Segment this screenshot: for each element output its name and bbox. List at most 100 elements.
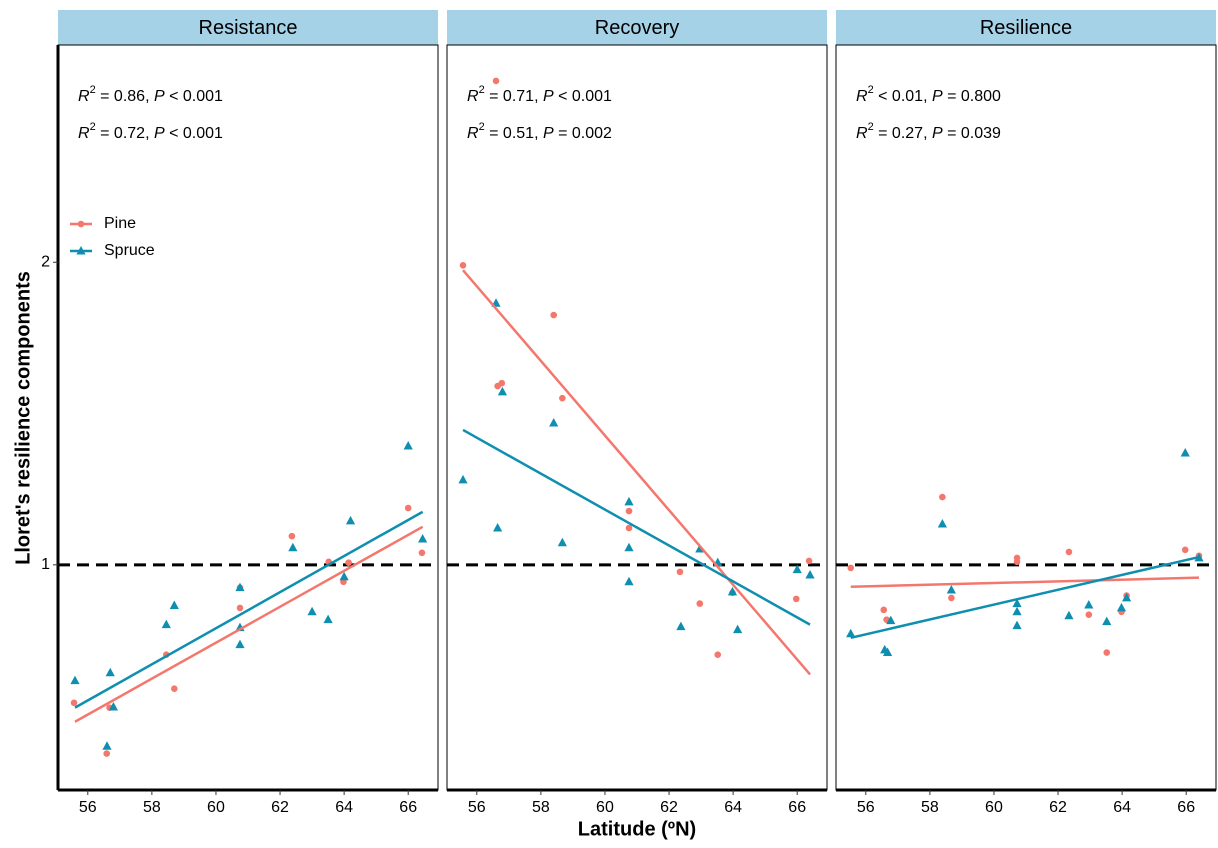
annotation-part: < 0.001 [165,125,223,142]
x-tick-label: 64 [724,799,742,816]
point [70,699,78,707]
point [171,685,178,692]
fit-line [74,510,424,709]
point [1180,448,1190,457]
annotation-part: P [932,125,943,142]
point [235,639,245,649]
point [624,542,634,552]
fit-line [462,428,811,626]
annotation-part: 2 [868,121,874,133]
point [493,523,503,532]
point [105,667,115,677]
fit-line [850,576,1200,589]
point [418,533,428,543]
point [559,394,566,402]
point [805,569,815,579]
point [846,628,856,638]
point [1102,616,1112,626]
point [1065,548,1073,556]
point [847,564,855,572]
point [805,557,813,565]
point [1012,598,1022,608]
x-tick-label: 58 [921,799,939,816]
point [792,595,800,603]
point [557,537,567,547]
x-tick-label: 66 [788,799,806,816]
annotation-part: R [856,125,868,142]
annotation-part: P [543,88,554,105]
point [102,741,112,750]
panel-border [446,44,828,791]
y-axis-label: Lloret's resilience components [12,271,34,565]
point [948,594,955,602]
point [161,619,171,629]
x-tick-label: 56 [468,799,486,816]
annotation-part: R [856,88,868,105]
annotation: R2 < 0.01, P = 0.800 [856,84,1001,105]
point [946,584,956,594]
fit-line [850,555,1200,640]
x-tick-label: 58 [143,799,161,816]
point [733,624,743,634]
x-tick-label: 60 [985,799,1003,816]
x-tick-label: 60 [207,799,225,816]
annotation-part: < 0.01, [874,88,932,105]
point [288,532,296,540]
legend-marker [77,220,85,228]
point [1013,558,1021,566]
point [323,614,333,624]
point [550,311,557,319]
x-tick-label: 60 [596,799,614,816]
y-tick-label: 2 [41,253,50,270]
annotation-part: 2 [868,84,874,96]
point [549,417,559,427]
facet-title: Resistance [199,17,298,39]
annotation-part: R [467,88,479,105]
fit-line [74,525,424,723]
annotation-part: = 0.002 [554,125,612,142]
point [1116,602,1127,612]
x-tick-label: 64 [335,799,353,816]
point [1064,610,1074,620]
annotation-part: P [154,88,165,105]
annotation-part: P [543,125,554,142]
point [459,262,467,269]
facet-strip [836,10,1216,45]
annotation-part: R [467,125,479,142]
point [169,600,179,610]
point [492,77,500,85]
point [103,750,111,757]
point [70,675,80,685]
annotation: R2 = 0.71, P < 0.001 [467,84,612,105]
x-tick-label: 56 [79,799,97,816]
point [307,606,317,616]
point [714,651,722,658]
point [418,549,426,557]
point [1012,606,1022,616]
facet-title: Recovery [595,17,679,39]
point [236,604,244,612]
y-tick-label: 1 [41,556,50,573]
point [676,568,684,576]
point [624,496,634,506]
point [497,386,508,396]
point [939,493,946,501]
x-tick-label: 62 [660,799,678,816]
x-tick-label: 66 [1177,799,1195,816]
point [339,571,349,581]
annotation-part: = 0.800 [943,88,1001,105]
annotation: R2 = 0.72, P < 0.001 [78,121,223,142]
annotation-part: 2 [479,84,485,96]
annotation-part: R [78,125,90,142]
x-tick-label: 66 [399,799,417,816]
x-tick-label: 62 [1049,799,1067,816]
point [404,504,412,512]
x-tick-label: 56 [857,799,875,816]
point [345,559,352,566]
annotation-part: R [78,88,90,105]
point [235,582,245,592]
x-axis-label: Latitude (ºN) [578,818,696,840]
x-tick-label: 64 [1113,799,1131,816]
